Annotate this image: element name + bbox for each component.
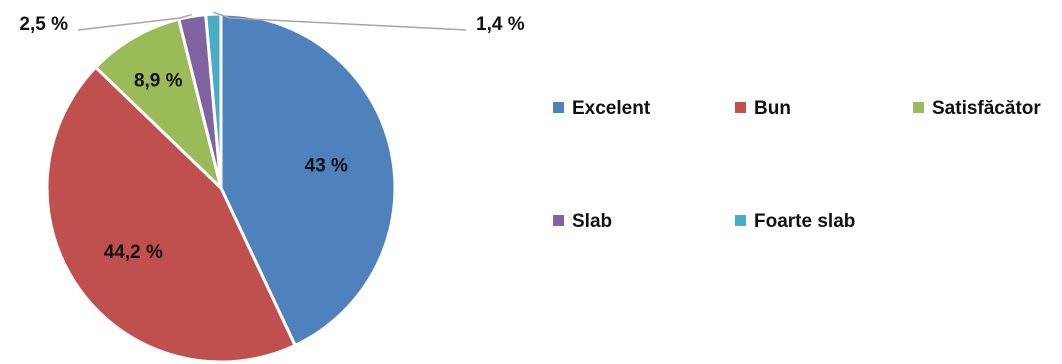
legend-swatch-foarte-slab [735, 215, 746, 226]
legend-label-slab: Slab [572, 211, 612, 232]
legend-swatch-satisfacator [913, 102, 924, 113]
data-label-foarte-slab: 1,4 % [476, 14, 525, 35]
leader-lines [77, 11, 467, 31]
pie-slices [45, 12, 397, 364]
legend-swatch-slab [553, 215, 564, 226]
legend-swatch-excelent [553, 102, 564, 113]
legend-label-bun: Bun [754, 98, 791, 119]
legend-item-slab: Slab [553, 211, 612, 232]
legend: Excelent Bun Satisfăcător Slab Foarte slab [553, 98, 1041, 232]
pie-slice-excelent [219, 12, 397, 347]
data-label-slab: 2,5 % [19, 14, 68, 35]
legend-item-satisfacator: Satisfăcător [913, 98, 1041, 119]
data-labels: 43 % 44,2 % 8,9 % 2,5 % 1,4 % [19, 14, 524, 263]
data-label-satisfacator: 8,9 % [134, 71, 183, 92]
pie-slice-bun [45, 65, 297, 364]
pie-slice-satisfacator [94, 17, 223, 190]
legend-item-bun: Bun [735, 98, 791, 119]
legend-item-excelent: Excelent [553, 98, 651, 119]
pie-slice-foarte-slab [204, 12, 223, 190]
data-label-bun: 44,2 % [104, 242, 163, 263]
legend-label-satisfacator: Satisfăcător [932, 98, 1041, 119]
legend-swatch-bun [735, 102, 746, 113]
data-label-excelent: 43 % [305, 155, 348, 176]
leader-line-foarte-slab [213, 11, 467, 31]
leader-line-slab [77, 13, 193, 31]
legend-label-excelent: Excelent [572, 98, 651, 119]
legend-label-foarte-slab: Foarte slab [754, 211, 855, 232]
legend-item-foarte-slab: Foarte slab [735, 211, 855, 232]
